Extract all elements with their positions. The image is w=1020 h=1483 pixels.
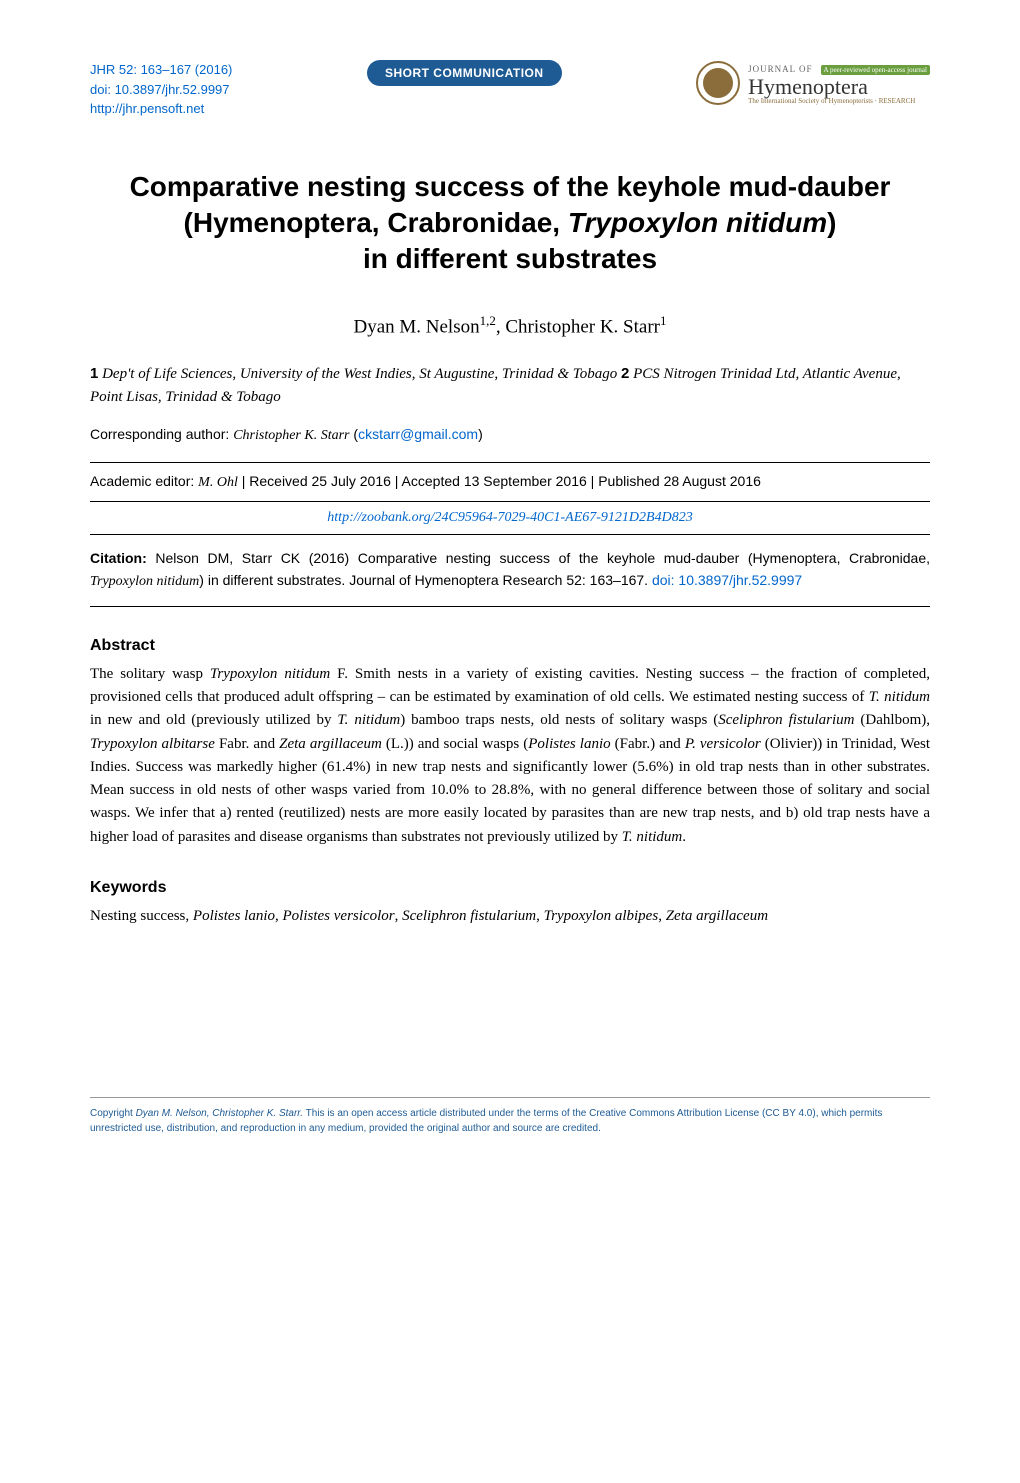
citation-block: Citation: Nelson DM, Starr CK (2016) Com… bbox=[90, 535, 930, 606]
journal-name-top: JOURNAL OF bbox=[748, 64, 812, 74]
corresponding-name: Christopher K. Starr bbox=[233, 428, 349, 443]
journal-name-block: JOURNAL OF A peer-reviewed open-access j… bbox=[748, 60, 930, 105]
authors-line: Dyan M. Nelson1,2, Christopher K. Starr1 bbox=[90, 313, 930, 338]
affiliations: 1 Dep't of Life Sciences, University of … bbox=[90, 363, 930, 408]
journal-url-link[interactable]: http://jhr.pensoft.net bbox=[90, 101, 204, 116]
divider-4 bbox=[90, 606, 930, 607]
corresponding-author: Corresponding author: Christopher K. Sta… bbox=[90, 426, 930, 444]
citation-label: Citation: bbox=[90, 550, 147, 566]
author-1-sup: 1,2 bbox=[480, 313, 496, 328]
abstract-body: The solitary wasp Trypoxylon nitidum F. … bbox=[90, 663, 930, 849]
affiliation-1-text: Dep't of Life Sciences, University of th… bbox=[98, 366, 621, 382]
author-1-name: Dyan M. Nelson bbox=[353, 316, 479, 337]
title-line3: in different substrates bbox=[363, 243, 657, 274]
author-2-sup: 1 bbox=[660, 313, 667, 328]
title-line2-pre: (Hymenoptera, Crabronidae, bbox=[184, 207, 568, 238]
journal-name-main: Hymenoptera bbox=[748, 76, 930, 98]
citation-doi-link[interactable]: doi: 10.3897/jhr.52.9997 bbox=[652, 572, 802, 588]
abstract-heading: Abstract bbox=[90, 637, 930, 655]
author-2-name: Christopher K. Starr bbox=[505, 316, 660, 337]
corresponding-email-link[interactable]: ckstarr@gmail.com bbox=[358, 426, 478, 442]
citation-italic1: Trypoxylon nitidum bbox=[90, 574, 199, 589]
citation-text1: Nelson DM, Starr CK (2016) Comparative n… bbox=[147, 550, 930, 566]
copyright-footer: Copyright Dyan M. Nelson, Christopher K.… bbox=[90, 1097, 930, 1136]
footer-prefix: Copyright bbox=[90, 1108, 136, 1119]
zoobank-link[interactable]: http://zoobank.org/24C95964-7029-40C1-AE… bbox=[327, 510, 692, 525]
editor-dates-row: Academic editor: M. Ohl | Received 25 Ju… bbox=[90, 463, 930, 501]
journal-logo: JOURNAL OF A peer-reviewed open-access j… bbox=[696, 60, 930, 105]
footer-names: Dyan M. Nelson, Christopher K. Starr. bbox=[136, 1108, 303, 1119]
doi-link[interactable]: doi: 10.3897/jhr.52.9997 bbox=[90, 82, 230, 97]
citation-line: JHR 52: 163–167 (2016) bbox=[90, 60, 232, 80]
editor-label: Academic editor: bbox=[90, 473, 198, 489]
article-type-badge: SHORT COMMUNICATION bbox=[367, 60, 562, 86]
citation-text2: ) in different substrates. Journal of Hy… bbox=[199, 572, 652, 588]
keywords-heading: Keywords bbox=[90, 879, 930, 897]
logo-seal-icon bbox=[696, 61, 740, 105]
corresponding-label: Corresponding author: bbox=[90, 426, 233, 442]
journal-name-sub: The International Society of Hymenopteri… bbox=[748, 98, 930, 105]
journal-info-block: JHR 52: 163–167 (2016) doi: 10.3897/jhr.… bbox=[90, 60, 232, 119]
article-title: Comparative nesting success of the keyho… bbox=[90, 169, 930, 278]
title-line2-italic: Trypoxylon nitidum bbox=[568, 207, 827, 238]
zoobank-row: http://zoobank.org/24C95964-7029-40C1-AE… bbox=[90, 502, 930, 534]
editor-name: M. Ohl bbox=[198, 475, 238, 490]
keywords-body: Nesting success, Polistes lanio, Poliste… bbox=[90, 905, 930, 928]
title-line2-post: ) bbox=[827, 207, 836, 238]
dates-text: | Received 25 July 2016 | Accepted 13 Se… bbox=[238, 473, 761, 489]
header-row: JHR 52: 163–167 (2016) doi: 10.3897/jhr.… bbox=[90, 60, 930, 119]
title-line1: Comparative nesting success of the keyho… bbox=[130, 171, 891, 202]
